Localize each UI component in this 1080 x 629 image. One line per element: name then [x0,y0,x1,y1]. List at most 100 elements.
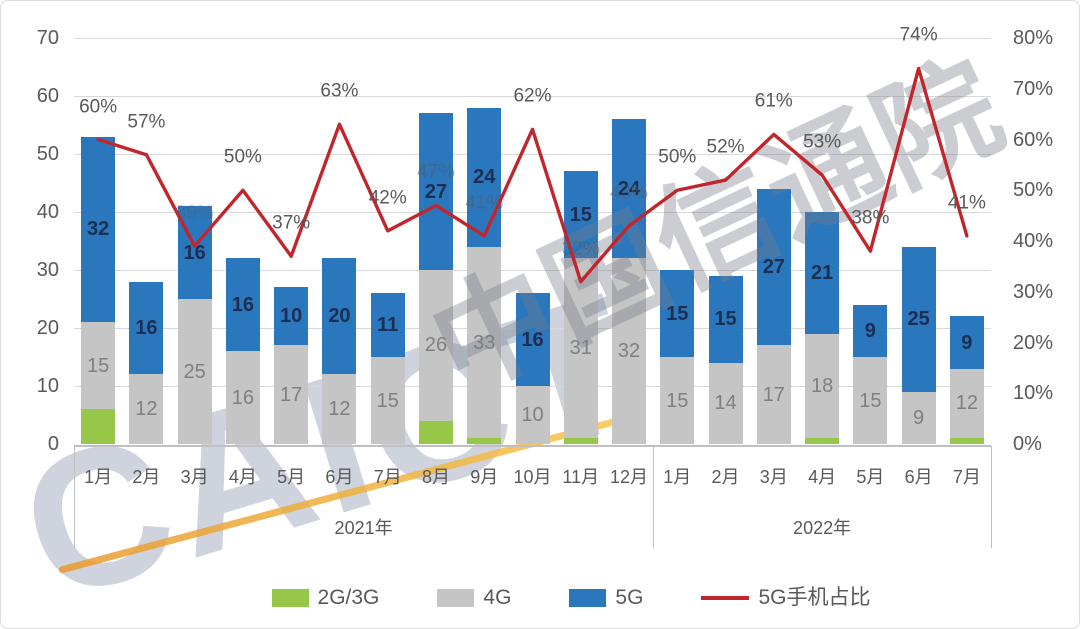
bar-segment-5g [515,293,550,386]
line-percent-label: 37% [272,212,311,234]
bar-value-label-5g: 25 [907,308,930,331]
bar-value-label-5g: 9 [961,331,973,354]
line-percent-label: 41% [947,192,986,214]
bar-segment-4g [612,258,647,444]
bar-value-label-4g: 15 [376,389,399,412]
bar-value-label-4g: 18 [810,375,834,397]
bar-value-label-4g: 17 [280,383,303,406]
month-axis-label: 7月 [952,467,981,487]
bar-value-label-5g: 20 [328,305,351,328]
month-axis-label: 7月 [373,467,402,487]
legend-item-4g: 4G [437,587,511,608]
bar-segment-5g [708,275,743,363]
bar-segment-4g [853,357,888,444]
bar-value-label-4g: 25 [183,360,206,383]
bar-segment-4g [901,391,936,444]
bar-value-label-4g: 14 [714,392,737,415]
right-axis-tick: 20% [1013,331,1054,354]
bar-segment-2g3g [81,409,116,444]
month-axis-label: 5月 [856,467,885,487]
line-percent-label: 57% [127,111,166,133]
right-axis-tick: 80% [1013,27,1054,49]
bar-segment-4g [563,258,598,439]
month-axis-label: 5月 [277,467,306,487]
bar-segment-4g [81,322,116,410]
legend-label-4g: 4G [483,586,512,609]
month-axis-label: 4月 [228,467,257,487]
line-percent-label: 38% [851,207,890,229]
month-axis-label: 1月 [663,467,692,487]
legend: 2G/3G 4G 5G 5G手机占比 [1,586,1079,609]
bar-value-label-4g: 12 [955,392,978,415]
bar-value-label-4g: 26 [424,334,448,357]
bar-segment-5g [853,304,888,357]
line-percent-label: 53% [803,131,842,153]
legend-item-2g3g: 2G/3G [271,587,379,608]
bar-value-label-4g: 15 [87,354,110,377]
bar-value-label-5g: 10 [280,305,303,328]
month-axis-label: 9月 [470,467,499,487]
left-axis-tick: 30 [36,259,59,281]
legend-label-5g-share: 5G手机占比 [758,586,871,609]
gridline [74,38,991,39]
right-axis-tick: 60% [1013,128,1054,151]
line-percent-label: 42% [368,187,407,209]
bar-segment-4g [370,357,405,444]
month-axis-label: 10月 [513,467,552,487]
right-axis-tick: 70% [1013,77,1054,100]
line-percent-label: 39% [175,202,214,224]
right-axis-tick: 40% [1013,230,1054,252]
right-axis-tick: 10% [1013,382,1054,405]
bar-segment-5g [129,281,164,375]
line-percent-label: 41% [465,192,504,214]
bar-segment-4g [756,345,791,444]
bar-segment-4g [949,368,984,439]
x-axis-line [74,445,991,447]
bar-value-label-5g: 16 [231,293,255,316]
right-axis-tick: 50% [1013,179,1054,202]
month-axis-label: 6月 [325,467,354,487]
left-axis-tick: 40 [36,201,59,223]
bar-value-label-5g: 24 [473,166,496,189]
bar-value-label-4g: 15 [859,389,882,412]
bar-segment-4g [418,270,453,421]
bar-segment-5g [660,270,695,357]
bar-value-label-5g: 15 [714,308,737,331]
left-axis-tick: 0 [47,433,59,455]
bar-value-label-4g: 17 [762,383,785,406]
month-axis-label: 8月 [421,467,450,487]
month-axis-label: 11月 [562,467,600,487]
bar-value-label-5g: 15 [666,302,689,325]
bar-value-label-5g: 16 [183,241,206,264]
bar-value-label-5g: 27 [424,180,448,203]
legend-swatch-4g [437,588,475,607]
bar-segment-4g [805,333,840,439]
left-axis-tick: 20 [36,317,59,339]
month-axis-label: 3月 [180,467,209,487]
month-axis-label: 1月 [84,467,113,487]
year-separator-line [74,446,75,548]
bar-segment-5g [274,287,309,346]
legend-swatch-5g [569,588,607,607]
legend-swatch-2g3g [271,588,309,607]
bar-value-label-4g: 9 [913,406,925,429]
line-percent-label: 50% [223,146,262,168]
left-axis-tick: 70 [36,27,59,49]
month-axis-label: 12月 [610,467,649,487]
bar-segment-4g [129,374,164,444]
year-separator-line [653,446,655,548]
left-axis-tick: 50 [36,143,59,165]
bar-segment-5g [370,293,405,357]
month-axis-label: 2月 [711,467,740,487]
line-percent-label: 52% [706,136,745,158]
bar-segment-4g [660,357,695,444]
line-percent-label: 32% [561,238,600,260]
line-percent-label: 61% [754,90,793,112]
right-axis-tick: 0% [1013,433,1042,455]
bar-value-label-4g: 12 [328,398,351,421]
month-axis-label: 6月 [904,467,933,487]
bar-segment-4g [225,351,260,444]
month-axis-label: 2月 [132,467,161,487]
bar-segment-2g3g [563,438,598,444]
